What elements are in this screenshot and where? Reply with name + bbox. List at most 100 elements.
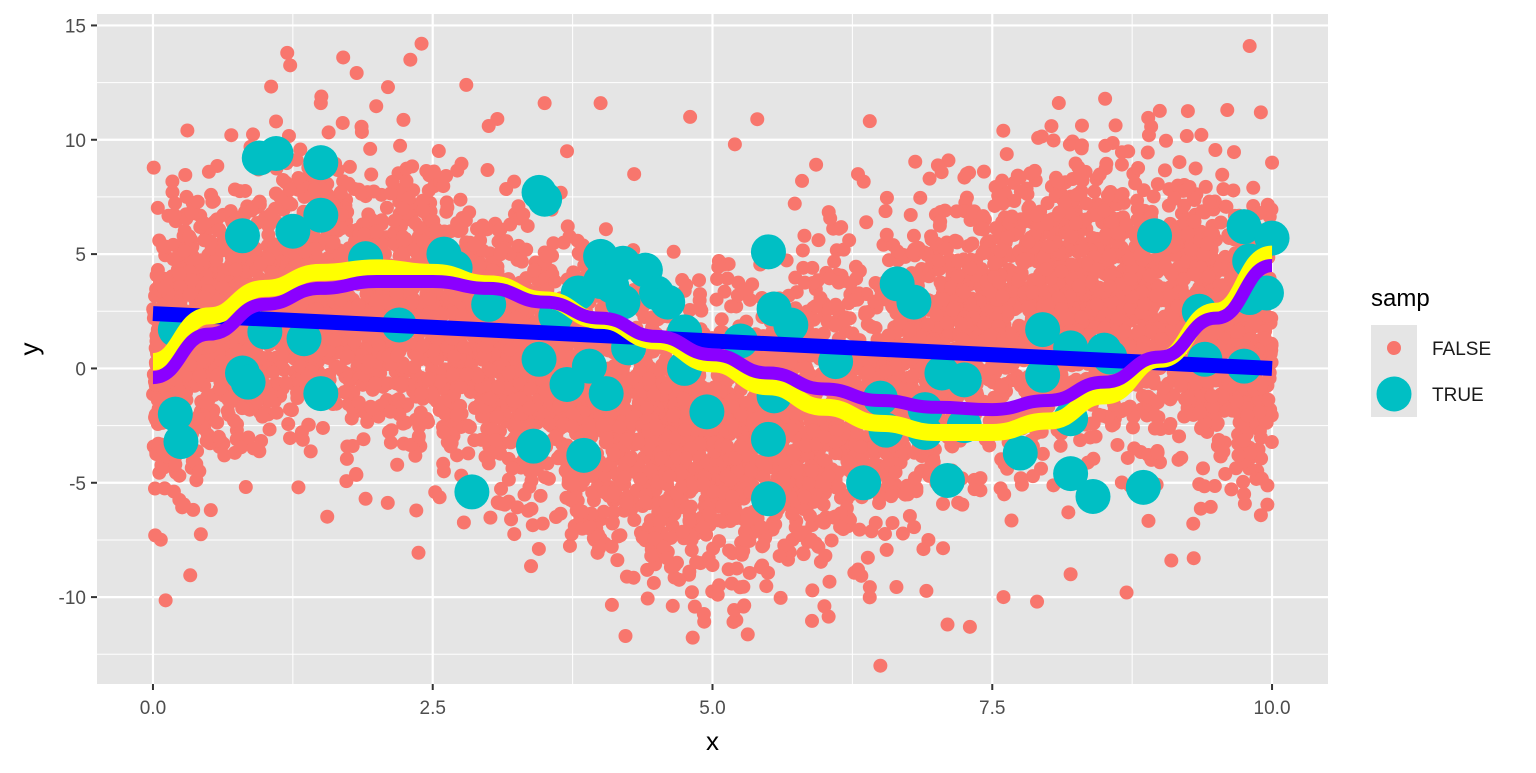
data-point-false <box>1246 181 1260 195</box>
data-point-false <box>606 515 620 529</box>
data-point-false <box>1197 479 1211 493</box>
data-point-false <box>234 440 248 454</box>
data-point-false <box>524 502 538 516</box>
data-point-false <box>192 464 206 478</box>
data-point-false <box>923 172 937 186</box>
data-point-false <box>340 452 354 466</box>
data-point-false <box>1194 502 1208 516</box>
data-point-false <box>1031 131 1045 145</box>
data-point-false <box>880 543 894 557</box>
data-point-false <box>316 421 330 435</box>
data-point-false <box>354 187 368 201</box>
data-point-false <box>1121 451 1135 465</box>
data-point-false <box>503 218 517 232</box>
data-point-false <box>1061 505 1075 519</box>
data-point-false <box>834 220 848 234</box>
data-point-false <box>1005 210 1019 224</box>
data-point-false <box>1181 391 1195 405</box>
data-point-false <box>1237 487 1251 501</box>
data-point-false <box>455 157 469 171</box>
data-point-false <box>829 298 843 312</box>
data-point-false <box>879 204 893 218</box>
data-point-false <box>951 496 965 510</box>
data-point-false <box>889 580 903 594</box>
data-point-false <box>1180 129 1194 143</box>
data-point-false <box>507 175 521 189</box>
data-point-false <box>1194 128 1208 142</box>
data-point-false <box>350 66 364 80</box>
data-point-false <box>194 527 208 541</box>
data-point-false <box>1159 134 1173 148</box>
data-point-false <box>641 592 655 606</box>
data-point-false <box>1174 451 1188 465</box>
data-point-false <box>996 124 1010 138</box>
data-point-false <box>667 245 681 259</box>
data-point-false <box>1196 461 1210 475</box>
data-point-false <box>597 505 611 519</box>
data-point-false <box>620 496 634 510</box>
data-point-false <box>270 406 284 420</box>
data-point-false <box>908 155 922 169</box>
data-point-false <box>1110 438 1124 452</box>
data-point-false <box>688 600 702 614</box>
data-point-false <box>518 488 532 502</box>
data-point-false <box>880 191 894 205</box>
data-point-false <box>1236 475 1250 489</box>
data-point-false <box>320 510 334 524</box>
data-point-false <box>693 301 707 315</box>
data-point-false <box>261 228 275 242</box>
data-point-false <box>627 513 641 527</box>
data-point-false <box>858 305 872 319</box>
data-point-false <box>336 116 350 130</box>
data-point-false <box>565 527 579 541</box>
data-point-false <box>364 168 378 182</box>
data-point-false <box>685 585 699 599</box>
data-point-false <box>1147 190 1161 204</box>
data-point-false <box>367 184 381 198</box>
data-point-false <box>818 549 832 563</box>
data-point-false <box>1109 118 1123 132</box>
data-point-false <box>1000 147 1014 161</box>
data-point-false <box>936 497 950 511</box>
data-point-false <box>363 142 377 156</box>
data-point-false <box>453 193 467 207</box>
data-point-false <box>973 483 987 497</box>
data-point-false <box>1047 133 1061 147</box>
data-point-false <box>618 629 632 643</box>
data-point-false <box>281 417 295 431</box>
data-point-false <box>684 500 698 514</box>
data-point-false <box>796 546 810 560</box>
data-point-false <box>1052 96 1066 110</box>
data-point-false <box>369 99 383 113</box>
data-point-false <box>905 246 919 260</box>
data-point-false <box>805 614 819 628</box>
data-point-false <box>1224 482 1238 496</box>
data-point-false <box>1141 146 1155 160</box>
data-point-false <box>1153 104 1167 118</box>
data-point-false <box>743 566 757 580</box>
data-point-false <box>761 566 775 580</box>
data-point-false <box>337 385 351 399</box>
data-point-false <box>197 216 211 230</box>
data-point-false <box>526 518 540 532</box>
data-point-false <box>399 174 413 188</box>
data-point-false <box>977 165 991 179</box>
data-point-false <box>863 114 877 128</box>
data-point-false <box>692 273 706 287</box>
data-point-false <box>327 235 341 249</box>
data-point-false <box>842 233 856 247</box>
data-point-false <box>644 549 658 563</box>
data-point-false <box>427 165 441 179</box>
data-point-false <box>1214 215 1228 229</box>
data-point-false <box>412 546 426 560</box>
data-point-false <box>159 593 173 607</box>
data-point-false <box>809 158 823 172</box>
data-point-false <box>1141 514 1155 528</box>
data-point-false <box>563 539 577 553</box>
data-point-false <box>845 327 859 341</box>
data-point-false <box>387 214 401 228</box>
data-point-false <box>239 480 253 494</box>
data-point-false <box>797 229 811 243</box>
data-point-false <box>507 527 521 541</box>
